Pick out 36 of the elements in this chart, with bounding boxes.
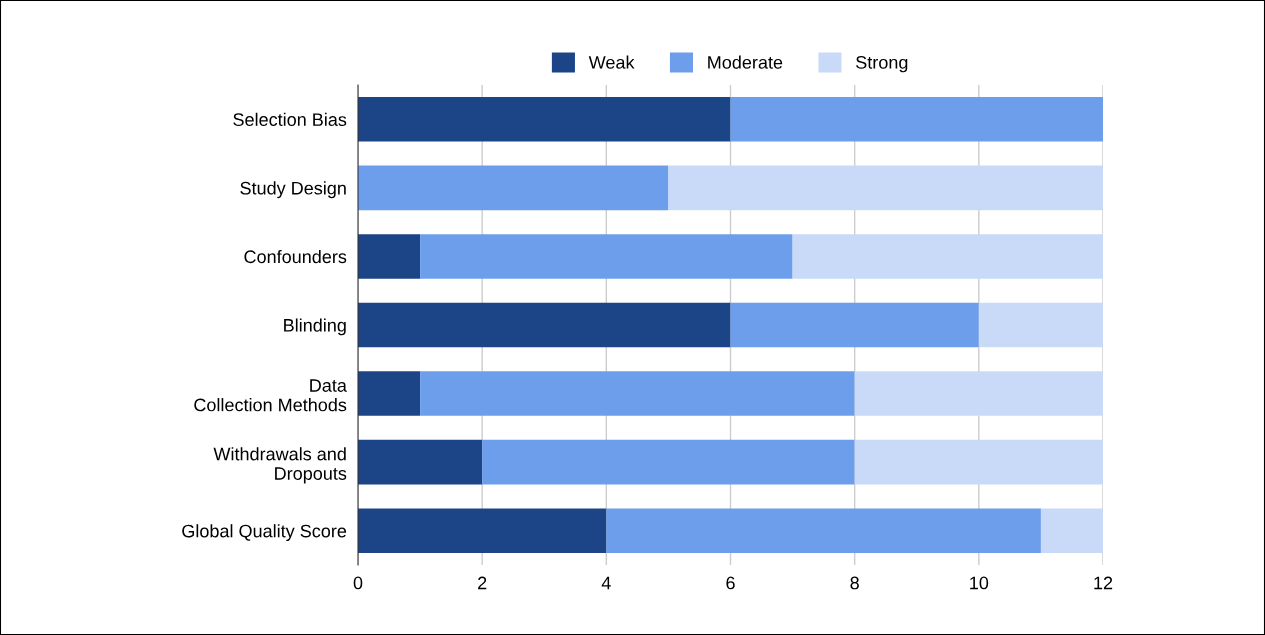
bar bbox=[1040, 508, 1103, 553]
y-tick-label: Blinding bbox=[284, 318, 346, 336]
x-tick-label: 2 bbox=[478, 576, 487, 590]
y-tick-label: Study Design bbox=[240, 181, 346, 199]
bar bbox=[792, 234, 1103, 279]
bar bbox=[358, 165, 669, 211]
bar bbox=[420, 234, 793, 279]
bar bbox=[606, 508, 1041, 553]
legend-label: Moderate bbox=[708, 55, 783, 69]
bar bbox=[358, 97, 731, 142]
bar bbox=[358, 234, 421, 279]
legend-label: Strong bbox=[856, 55, 908, 73]
y-tick-label: Data Collection Methods bbox=[194, 379, 347, 412]
bar bbox=[854, 371, 1103, 416]
bar bbox=[730, 97, 1103, 142]
y-tick-label: Withdrawals and Dropouts bbox=[213, 447, 347, 484]
bar bbox=[420, 371, 855, 416]
bar bbox=[854, 439, 1103, 485]
bar bbox=[730, 302, 979, 348]
bar bbox=[978, 302, 1103, 348]
bar bbox=[358, 439, 483, 485]
x-tick-label: 6 bbox=[726, 576, 735, 590]
bar bbox=[358, 302, 731, 348]
y-tick-label: Confounders bbox=[244, 249, 347, 264]
bar bbox=[358, 371, 421, 416]
x-tick-label: 10 bbox=[970, 576, 989, 590]
x-tick-label: 0 bbox=[353, 576, 363, 590]
bar bbox=[668, 165, 1103, 211]
x-tick-label: 8 bbox=[850, 576, 859, 590]
y-tick-label: Selection Bias bbox=[233, 112, 347, 127]
bar bbox=[482, 439, 855, 485]
x-tick-label: 12 bbox=[1094, 576, 1113, 590]
y-tick-label: Global Quality Score bbox=[182, 524, 347, 541]
legend-label: Weak bbox=[588, 55, 635, 69]
x-tick-label: 4 bbox=[601, 576, 611, 590]
bar bbox=[358, 508, 607, 553]
